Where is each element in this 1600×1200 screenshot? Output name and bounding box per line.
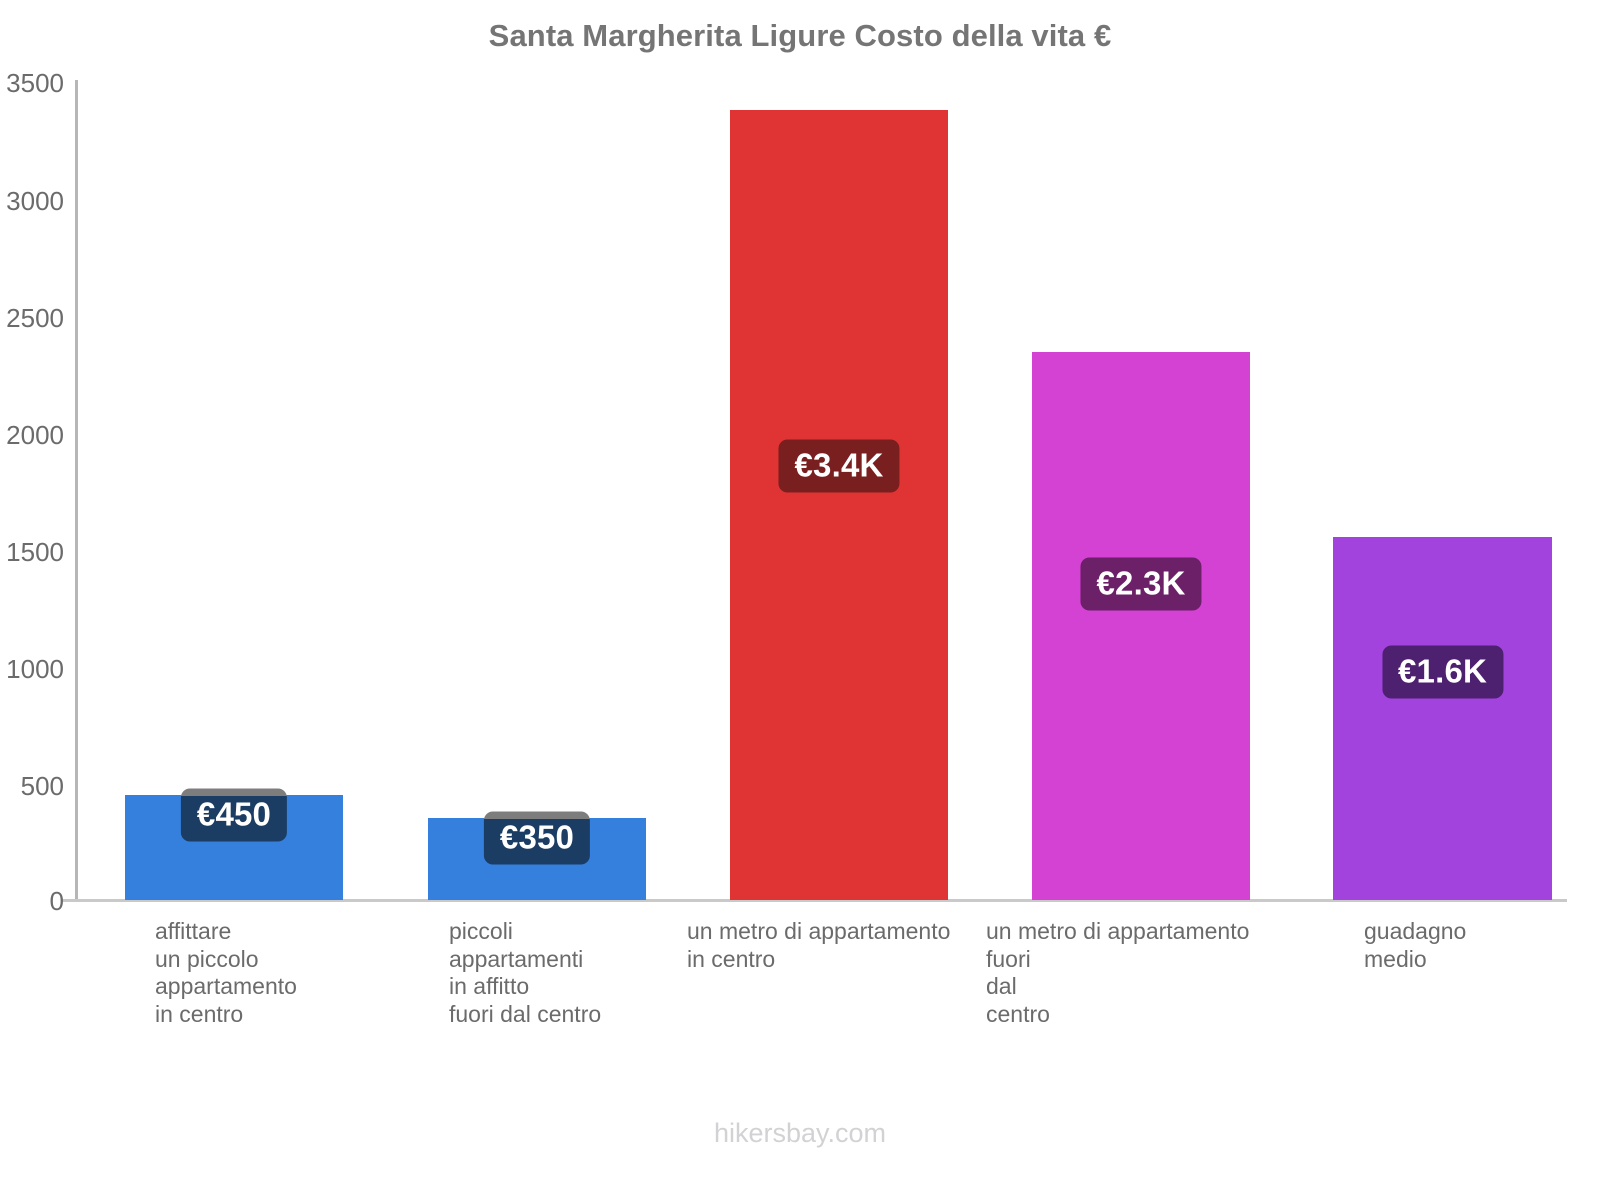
x-label-3: un metro di appartamento fuori dal centr… [986, 918, 1250, 1027]
bars-layer: €450 €350 €3.4K €2.3K €1.6K [125, 110, 1552, 900]
value-badge-4: €1.6K [1381, 645, 1504, 699]
value-badge-2: €3.4K [778, 439, 900, 493]
y-tick-label-500: 500 [20, 771, 64, 801]
y-tick-label-3500: 3500 [6, 68, 64, 98]
attribution-footer: hikersbay.com [713, 1118, 887, 1148]
bar-guadagno-medio[interactable] [1333, 536, 1552, 900]
x-label-0: affittare un piccolo appartamento in cen… [155, 918, 297, 1027]
value-badge-3: €2.3K [1080, 557, 1202, 611]
x-label-4: guadagno medio [1364, 918, 1467, 972]
y-axis-line [75, 80, 78, 900]
bar-metro-appartamento-centro[interactable] [730, 110, 948, 900]
bar-metro-appartamento-fuori-centro[interactable] [1032, 351, 1250, 900]
x-label-1: piccoli appartamenti in affitto fuori da… [449, 918, 602, 1027]
y-tick-label-0: 0 [49, 886, 64, 916]
value-badge-1: €350 [483, 811, 591, 865]
chart-title: Santa Margherita Ligure Costo della vita… [488, 18, 1112, 53]
y-tick-label-1000: 1000 [6, 654, 64, 684]
value-badge-0: €450 [180, 788, 288, 842]
y-tick-label-1500: 1500 [6, 537, 64, 567]
y-tick-label-3000: 3000 [6, 186, 64, 216]
y-tick-label-2500: 2500 [6, 303, 64, 333]
x-axis-baseline [62, 899, 1567, 902]
x-label-2: un metro di appartamento in centro [687, 918, 951, 972]
y-tick-label-2000: 2000 [6, 420, 64, 450]
x-axis-labels: affittare un piccolo appartamento in cen… [0, 918, 1600, 1068]
